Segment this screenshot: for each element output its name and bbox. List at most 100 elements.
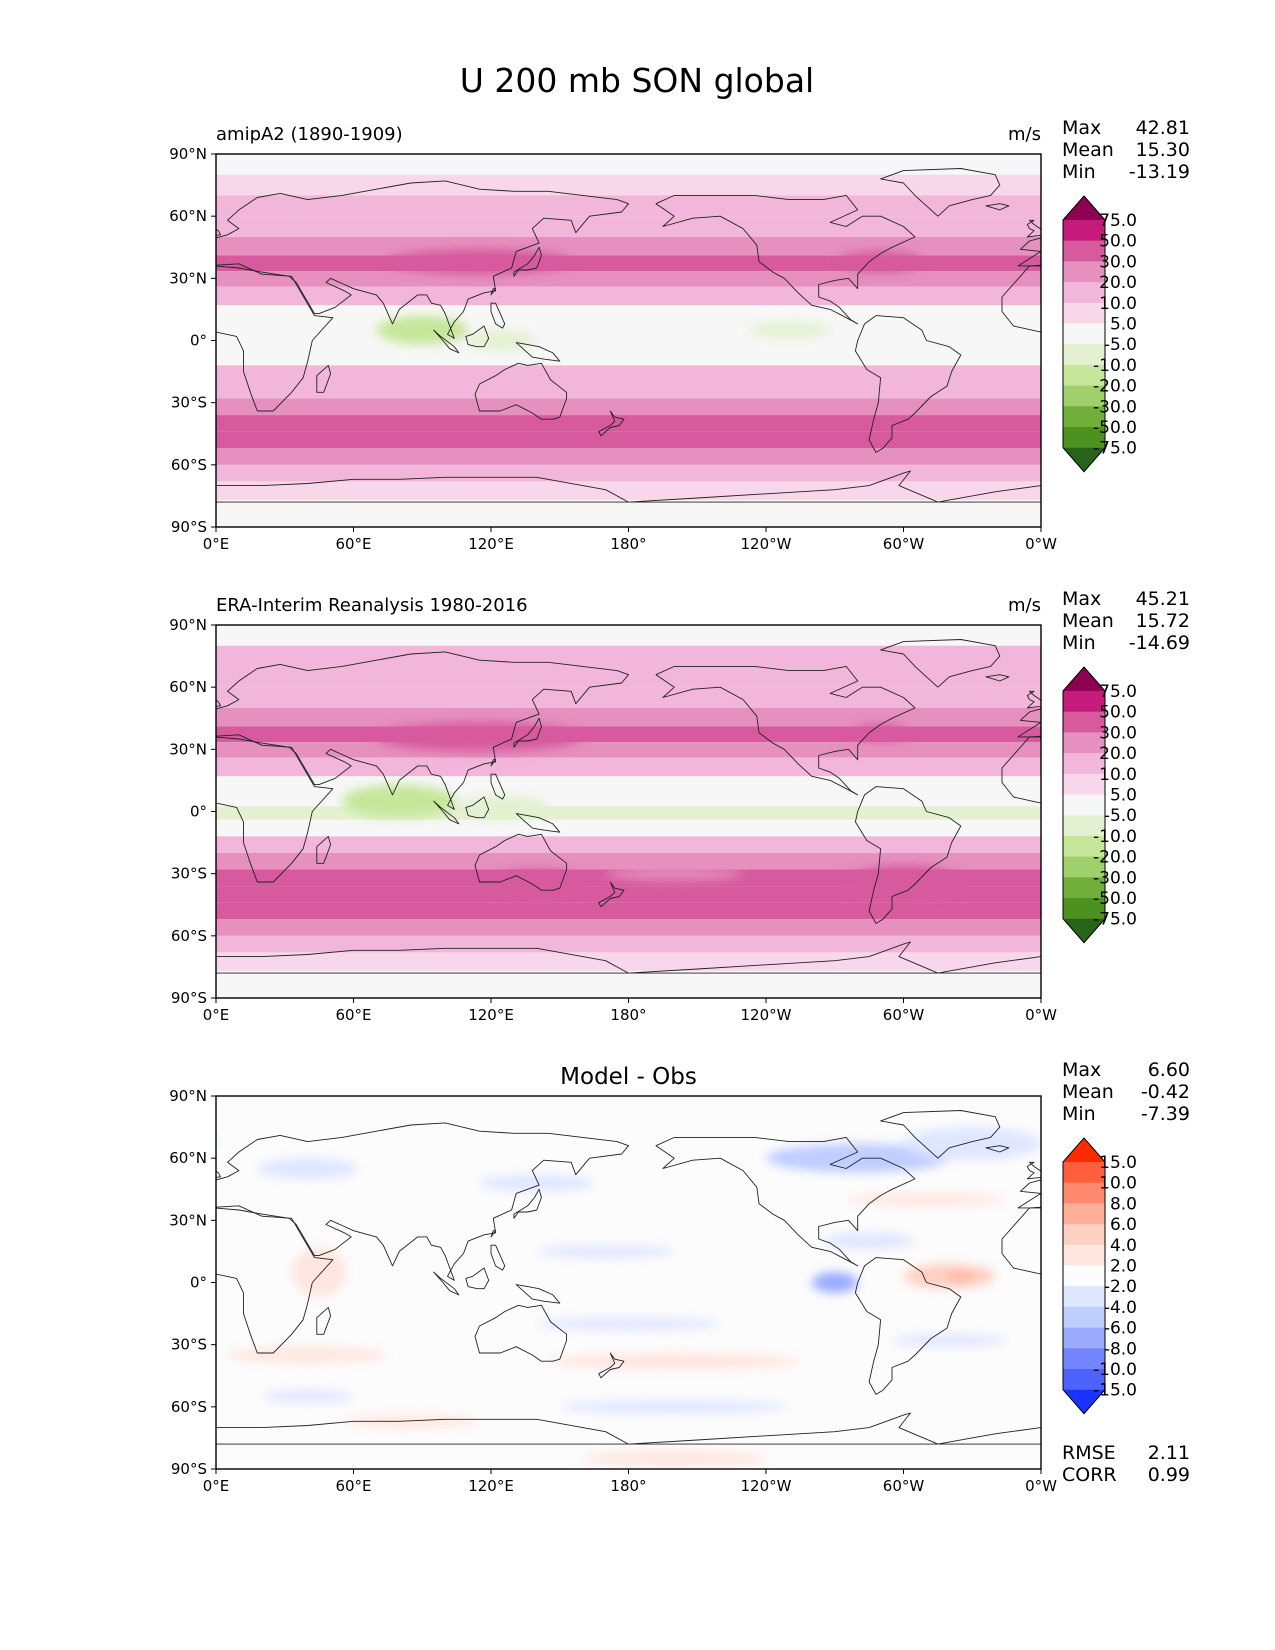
colorbar-label: -50.0	[1093, 418, 1137, 438]
panel-title: Model - Obs	[560, 1064, 697, 1090]
colorbar-label: 6.0	[1110, 1215, 1137, 1235]
coastline	[598, 881, 625, 908]
colorbar-label: 8.0	[1110, 1194, 1137, 1214]
x-tick-label: 0°W	[1025, 1477, 1057, 1495]
x-tick-label: 120°E	[468, 535, 514, 553]
x-tick-label: 60°E	[335, 535, 371, 553]
field-feature	[605, 867, 744, 880]
x-tick-label: 120°W	[741, 1477, 792, 1495]
field-feature	[28, 724, 83, 741]
stat-label: Max	[1062, 117, 1101, 139]
colorbar-label: 2.0	[1110, 1257, 1137, 1277]
y-tick-label: 30°S	[171, 865, 207, 883]
y-tick-label: 60°S	[171, 927, 207, 945]
coastline	[474, 833, 568, 891]
x-tick-label: 0°W	[1025, 535, 1057, 553]
zonal-band	[216, 852, 1041, 870]
colorbar-segment	[1063, 1244, 1105, 1266]
x-tick-label: 60°W	[883, 1006, 925, 1024]
coastline	[0, 666, 90, 795]
colorbar: 75.050.030.020.010.05.0-5.0-10.0-20.0-30…	[1062, 195, 1137, 473]
colorbar-segment	[1063, 1182, 1105, 1204]
y-tick-label: 60°N	[169, 207, 207, 225]
coastline	[216, 651, 629, 810]
coastline	[316, 835, 332, 864]
field-feature	[853, 724, 909, 742]
x-tick-label: 60°W	[883, 535, 925, 553]
colorbar-label: -10.0	[1093, 1360, 1137, 1380]
coastline	[513, 246, 542, 277]
stat-label: Max	[1062, 1059, 1101, 1081]
coastline	[1142, 1307, 1156, 1334]
colorbar-label: 75.0	[1099, 211, 1137, 231]
colorbar-outline	[1062, 666, 1106, 944]
coastline	[490, 302, 506, 329]
colorbar-label: -20.0	[1093, 377, 1137, 397]
colorbar-segment	[1063, 815, 1105, 837]
coastline	[985, 1145, 1010, 1153]
coastline	[0, 1137, 90, 1266]
coastline	[490, 288, 497, 296]
field-feature	[846, 865, 961, 899]
zonal-band	[216, 919, 1041, 936]
colorbar-label: 4.0	[1110, 1236, 1137, 1256]
y-tick-label: 0°	[190, 1274, 207, 1292]
stat-value: 15.72	[1136, 610, 1190, 632]
field-feature	[903, 1127, 1041, 1161]
colorbar-segment	[1063, 240, 1105, 262]
map-panel-1: 0°E 60°E 120°E 180° 120°W 60°W 0°W 90°N 60°N 30°N…	[169, 117, 1275, 553]
colorbar-label: -5.0	[1104, 335, 1137, 355]
field-feature	[947, 1272, 975, 1281]
zonal-band	[216, 819, 1041, 837]
coastline	[854, 786, 962, 924]
colorbar-label: -5.0	[1104, 806, 1137, 826]
coastline	[515, 813, 561, 833]
coastline	[1259, 330, 1275, 353]
units-label: m/s	[1008, 124, 1041, 145]
stat-label: RMSE	[1062, 1442, 1116, 1464]
y-tick-label: 90°N	[169, 1087, 207, 1105]
coastline	[465, 1267, 490, 1290]
colorbar-top-extend	[1063, 1138, 1105, 1162]
colorbar-segment	[1063, 753, 1105, 775]
colorbar-segment	[1063, 794, 1105, 816]
stat-value: 15.30	[1136, 139, 1190, 161]
y-tick-label: 0°	[190, 803, 207, 821]
field-feature	[766, 1143, 950, 1173]
stat-label: Mean	[1062, 610, 1114, 632]
colorbar-segment	[1063, 1224, 1105, 1246]
colorbar-segment	[1063, 773, 1105, 795]
colorbar-label: -30.0	[1093, 868, 1137, 888]
colorbar-segment	[1063, 1369, 1105, 1391]
zonal-band	[216, 448, 1041, 465]
colorbar-outline	[1062, 1137, 1106, 1415]
colorbar-segment	[1063, 1327, 1105, 1349]
coastline	[465, 325, 490, 348]
coastline	[216, 1418, 629, 1445]
coastline	[1017, 237, 1041, 267]
colorbar-segment	[1063, 406, 1105, 428]
zonal-band	[216, 381, 1041, 399]
colorbar-segment	[1063, 877, 1105, 899]
colorbar-bottom-extend	[1063, 447, 1105, 472]
coastline	[316, 364, 332, 393]
field-feature	[291, 1247, 347, 1298]
colorbar-segment	[1063, 385, 1105, 407]
coastline	[216, 263, 334, 412]
stat-value: 2.11	[1148, 1442, 1190, 1464]
coastlines	[0, 1110, 1156, 1445]
colorbar-segment	[1063, 691, 1105, 713]
y-tick-label: 60°N	[169, 678, 207, 696]
colorbar-label: 15.0	[1099, 1153, 1137, 1173]
field-feature	[1201, 722, 1275, 751]
zonal-band	[216, 500, 1041, 527]
zonal-band	[216, 195, 1041, 217]
coastline	[854, 1257, 962, 1395]
colorbar-label: 10.0	[1099, 294, 1137, 314]
zonal-band	[216, 286, 1041, 306]
stat-label: Max	[1062, 588, 1101, 610]
colorbar-segment	[1063, 1203, 1105, 1225]
coastline	[474, 362, 568, 420]
field-layer	[0, 625, 1275, 998]
coastline	[655, 194, 916, 325]
